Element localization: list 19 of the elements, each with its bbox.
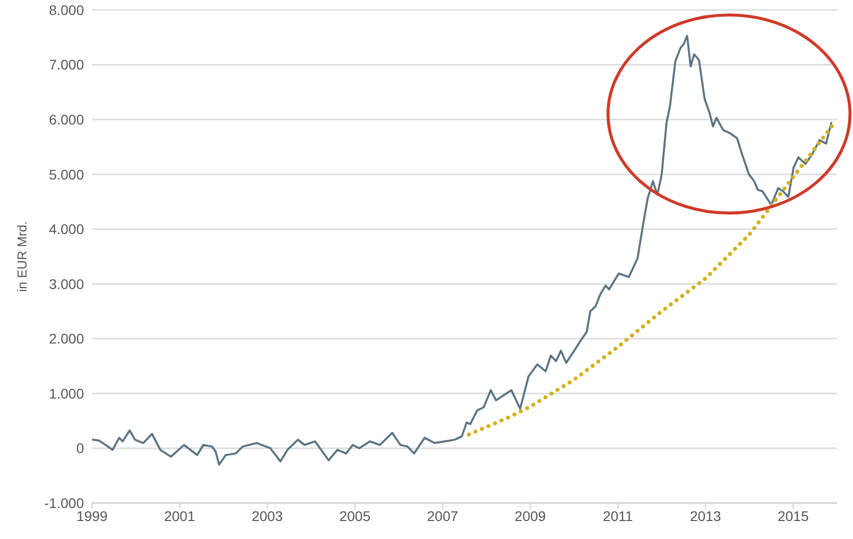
x-tick-label: 2011: [602, 508, 634, 524]
y-tick-label: 6.000: [48, 112, 84, 128]
x-tick-label: 2005: [339, 508, 371, 524]
x-tick-label: 2009: [514, 508, 546, 524]
y-tick-label: 0: [76, 440, 84, 456]
x-tick-label: 2007: [427, 508, 458, 524]
line-series: [92, 34, 832, 466]
y-tick-label: 5.000: [48, 166, 84, 182]
x-tick-label: 2015: [778, 508, 809, 524]
y-tick-label: 1.000: [48, 385, 84, 402]
y-tick-label: 4.000: [48, 221, 84, 238]
x-tick-label: 2013: [690, 508, 722, 524]
y-tick-label: 8.000: [48, 2, 84, 18]
y-axis-title: in EUR Mrd.: [14, 221, 30, 292]
y-tick-label: 3.000: [48, 276, 84, 292]
x-tick-label: 2001: [164, 508, 196, 524]
y-tick-label: 7.000: [48, 56, 84, 73]
y-tick-label: 2.000: [48, 330, 84, 347]
x-tick-label: 2003: [252, 508, 284, 524]
